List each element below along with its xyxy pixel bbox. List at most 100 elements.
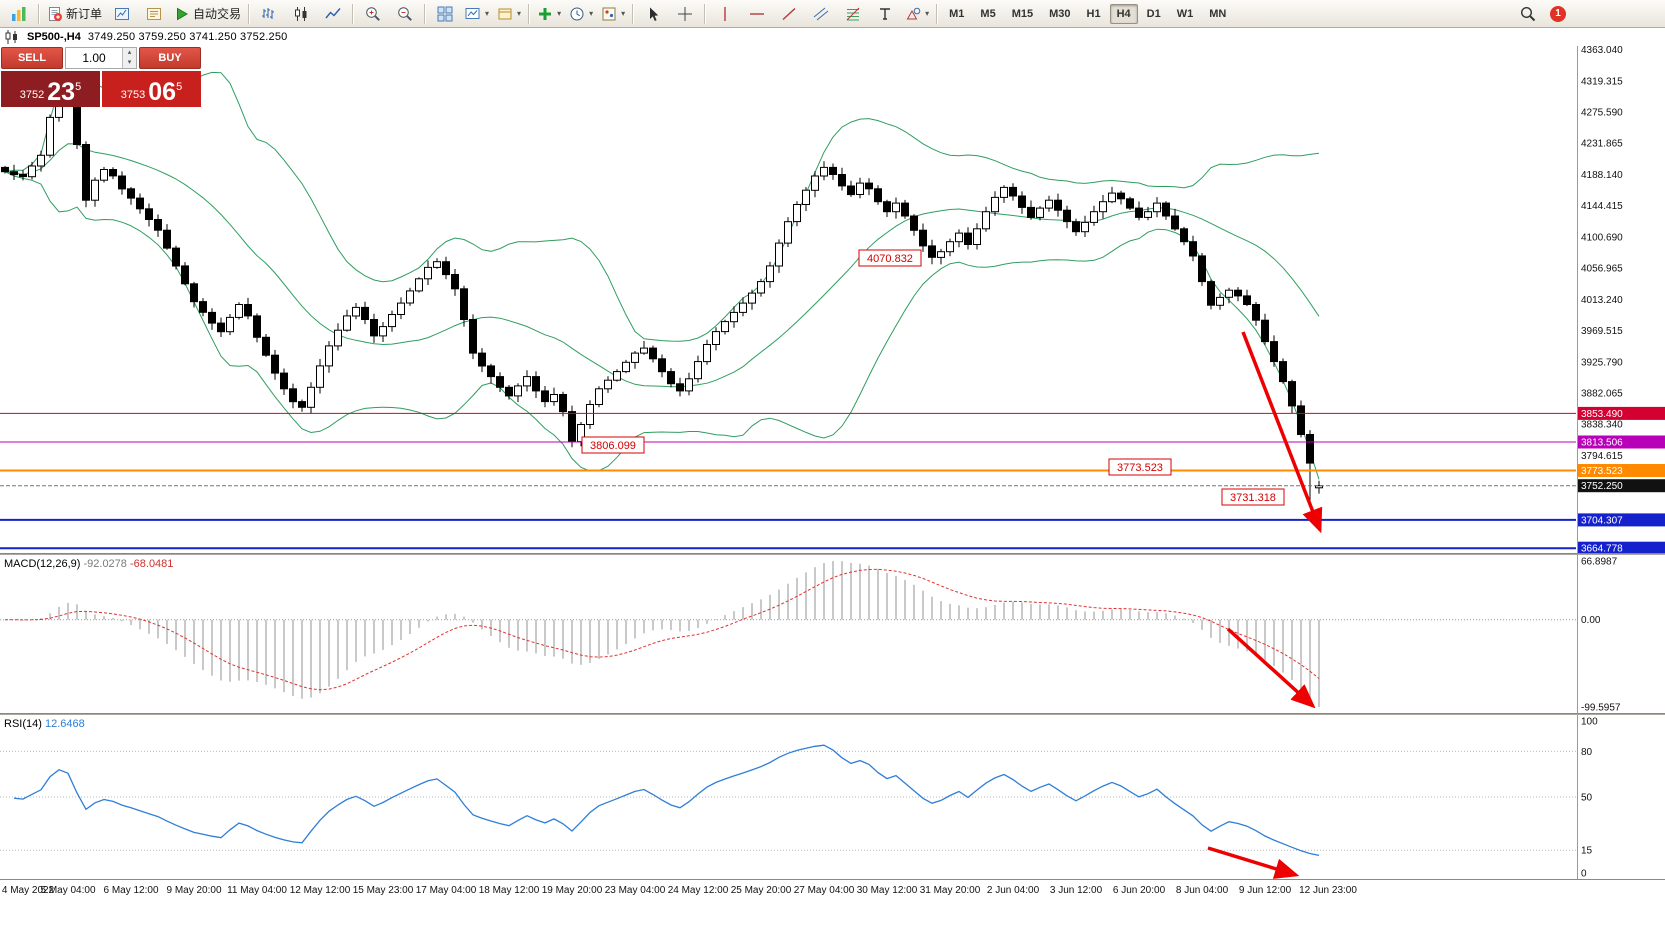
timeframe-m1[interactable]: M1 — [949, 7, 965, 20]
candle-chart-mode-button[interactable] — [285, 2, 317, 26]
tile-windows-button[interactable] — [429, 2, 461, 26]
horizontal-line-tool-button[interactable] — [741, 2, 773, 26]
autotrading-label: 自动交易 — [193, 7, 242, 21]
svg-text:0: 0 — [1581, 869, 1587, 880]
price-annotation[interactable]: 4070.832 — [858, 249, 922, 267]
price-annotation[interactable]: 3806.099 — [581, 436, 645, 454]
timeframe-h1[interactable]: H1 — [1086, 7, 1101, 20]
vline-icon — [717, 6, 733, 22]
svg-text:3853.490: 3853.490 — [1581, 409, 1623, 420]
zoom-in-button[interactable] — [357, 2, 389, 26]
autotrading-button[interactable]: 自动交易 — [170, 2, 245, 26]
macd-main-value: -92.0278 — [83, 558, 127, 570]
rsi-chart[interactable]: 100 80 50 15 0 — [0, 715, 1665, 879]
svg-text:3806.099: 3806.099 — [590, 440, 636, 452]
mt-logo-icon — [11, 6, 27, 22]
panel-divider[interactable] — [0, 713, 1665, 715]
sell-button[interactable]: SELL — [1, 47, 63, 69]
volume-up-button[interactable]: ▴ — [123, 48, 136, 58]
time-label: 25 May 20:00 — [730, 885, 792, 896]
timeframe-d1[interactable]: D1 — [1146, 7, 1161, 20]
timeframe-m15[interactable]: M15 — [1011, 7, 1034, 20]
sell-price-sup: 5 — [75, 81, 82, 93]
macd-chart[interactable]: 66.8987 0.00 -99.5957 — [0, 555, 1665, 713]
buy-price-display[interactable]: 3753 06 5 — [102, 71, 201, 107]
templates-button[interactable]: ▾ — [597, 2, 629, 26]
buy-button[interactable]: BUY — [139, 47, 201, 69]
channel-icon — [813, 6, 829, 22]
svg-text:4013.240: 4013.240 — [1581, 295, 1623, 306]
buy-price-prefix: 3753 — [120, 89, 146, 101]
rsi-label: RSI(14) 12.6468 — [4, 718, 85, 730]
profiles-icon — [497, 6, 513, 22]
timeframe-h4[interactable]: H4 — [1109, 3, 1138, 24]
profiles-button[interactable]: ▾ — [493, 2, 525, 26]
panel-divider[interactable] — [0, 553, 1665, 555]
fibonacci-tool-button[interactable] — [837, 2, 869, 26]
vertical-line-tool-button[interactable] — [709, 2, 741, 26]
volume-down-button[interactable]: ▾ — [123, 58, 136, 68]
crosshair-tool-button[interactable] — [669, 2, 701, 26]
svg-text:80: 80 — [1581, 747, 1593, 758]
svg-text:3925.790: 3925.790 — [1581, 357, 1623, 368]
timeframe-w1[interactable]: W1 — [1176, 7, 1194, 20]
periods-icon — [569, 6, 585, 22]
buy-price-sup: 5 — [176, 81, 183, 93]
time-label: 17 May 04:00 — [415, 885, 477, 896]
volume-input[interactable]: 1.00 ▴ ▾ — [65, 47, 137, 69]
svg-text:-99.5957: -99.5957 — [1581, 703, 1621, 714]
time-axis[interactable]: 4 May 2022 5 May 04:00 6 May 12:00 9 May 20… — [0, 879, 1665, 904]
line-chart-icon — [325, 6, 341, 22]
time-label: 31 May 20:00 — [919, 885, 981, 896]
time-label: 24 May 12:00 — [667, 885, 729, 896]
indicators-button[interactable]: ▾ — [533, 2, 565, 26]
volume-value: 1.00 — [82, 51, 106, 65]
svg-text:4100.690: 4100.690 — [1581, 232, 1623, 243]
trendline-tool-button[interactable] — [773, 2, 805, 26]
time-label: 9 May 20:00 — [166, 885, 222, 896]
price-chart[interactable]: 4363.040 4319.315 4275.590 4231.865 4188.140… — [0, 46, 1665, 553]
timeframe-m5[interactable]: M5 — [980, 7, 996, 20]
notification-icon[interactable]: 1 — [1550, 5, 1566, 22]
time-label: 8 Jun 04:00 — [1175, 885, 1229, 896]
new-chart-button[interactable]: ▾ — [461, 2, 493, 26]
sell-price-display[interactable]: 3752 23 5 — [1, 71, 100, 107]
svg-text:3794.615: 3794.615 — [1581, 451, 1623, 462]
price-annotation[interactable]: 3731.318 — [1221, 488, 1285, 506]
periods-button[interactable]: ▾ — [565, 2, 597, 26]
buy-price-big: 06 — [148, 78, 177, 106]
channel-tool-button[interactable] — [805, 2, 837, 26]
macd-signal-line — [5, 568, 1320, 691]
svg-text:100: 100 — [1581, 717, 1598, 728]
cursor-tool-button[interactable] — [637, 2, 669, 26]
time-label: 15 May 23:00 — [352, 885, 414, 896]
time-label: 4 May 2022 — [1, 885, 55, 896]
macd-panel: 66.8987 0.00 -99.5957 MACD(12,26,9) -92.02… — [0, 555, 1665, 713]
text-tool-icon — [877, 6, 893, 22]
timeframe-mn[interactable]: MN — [1209, 7, 1227, 20]
new-order-button[interactable]: 新订单 — [43, 2, 106, 26]
svg-text:3882.065: 3882.065 — [1581, 389, 1623, 400]
macd-down-arrow[interactable] — [1226, 627, 1316, 709]
zoom-out-button[interactable] — [389, 2, 421, 26]
toolbar-separator — [704, 3, 707, 24]
timeframe-m30[interactable]: M30 — [1049, 7, 1071, 20]
navigator-icon — [146, 6, 162, 22]
line-chart-mode-button[interactable] — [317, 2, 349, 26]
svg-text:3773.523: 3773.523 — [1581, 466, 1623, 477]
bar-chart-mode-button[interactable] — [253, 2, 285, 26]
ohlc-values: 3749.250 3759.250 3741.250 3752.250 — [87, 31, 288, 43]
svg-text:3813.506: 3813.506 — [1581, 438, 1623, 449]
rsi-down-arrow[interactable] — [1207, 846, 1300, 879]
price-annotation[interactable]: 3773.523 — [1108, 458, 1172, 476]
market-watch-button[interactable] — [106, 2, 138, 26]
search-button[interactable] — [1512, 2, 1544, 26]
text-tool-button[interactable] — [869, 2, 901, 26]
navigator-button[interactable] — [138, 2, 170, 26]
main-toolbar: 新订单 自动交易 ▾ ▾ ▾ ▾ ▾ ▾ M1 M5 M15 M30 H1 H4 D1 W1 MN 1 — [0, 0, 1665, 28]
shapes-tool-button[interactable]: ▾ — [901, 2, 933, 26]
macd-histogram — [13, 561, 1320, 707]
down-trend-arrow[interactable] — [1241, 331, 1323, 534]
price-chart-panel: 4363.040 4319.315 4275.590 4231.865 4188.140… — [0, 46, 1665, 553]
